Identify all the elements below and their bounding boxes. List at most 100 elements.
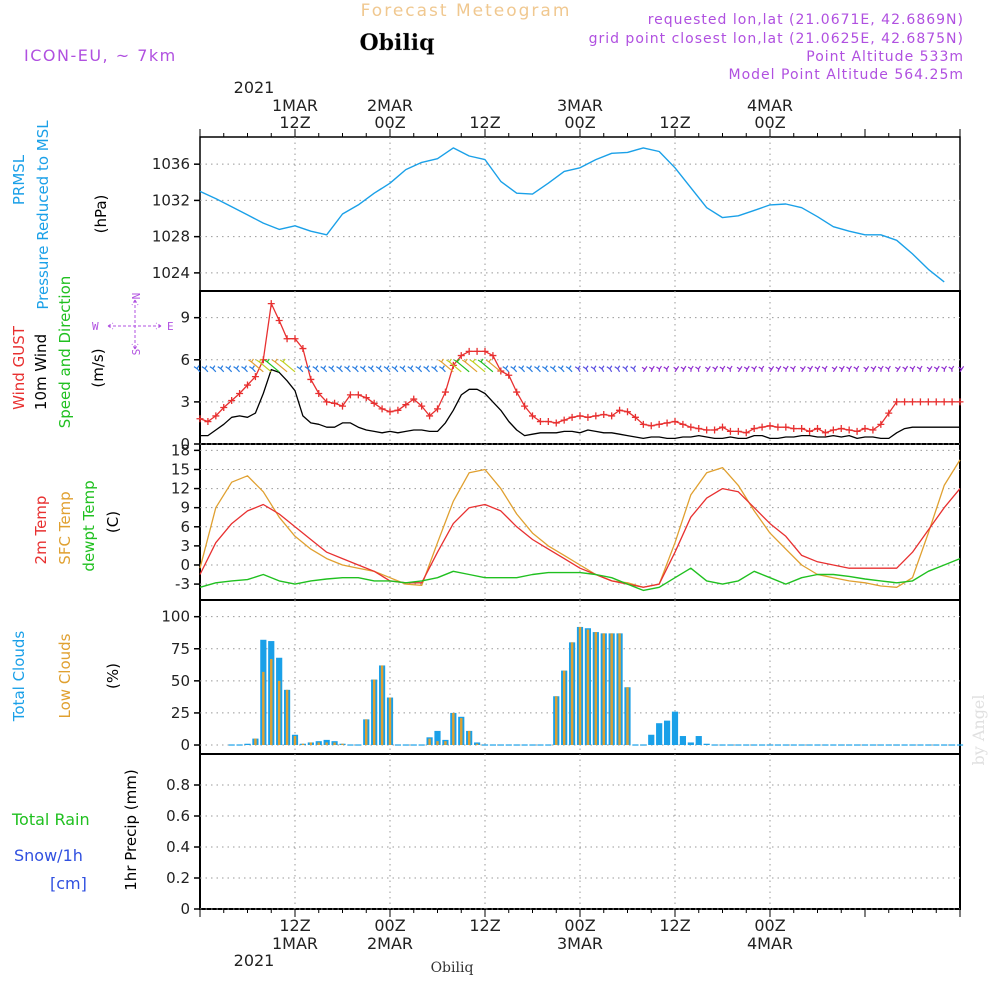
gust-marker	[552, 419, 560, 427]
wind-arrow-head	[391, 365, 398, 370]
total-cloud-bar	[537, 744, 544, 746]
wind-arrow-head	[209, 365, 216, 370]
top-hour-label: 00Z	[754, 113, 785, 132]
ytick-label: 25	[171, 704, 190, 722]
wind-direction-arrow	[521, 368, 526, 373]
bottom-day-label: 3MAR	[557, 934, 603, 953]
requested-coords: requested lon,lat (21.0671E, 42.6869N)	[648, 12, 964, 28]
wind-arrow-head	[726, 365, 733, 370]
low-cloud-bar	[388, 697, 392, 746]
gust-marker	[299, 345, 307, 353]
low-cloud-bar	[254, 738, 257, 746]
total-cloud-bar	[909, 744, 916, 746]
wind-speed-line	[200, 368, 960, 440]
gust-marker	[283, 335, 291, 343]
gust-marker	[861, 425, 869, 433]
total-cloud-bar	[956, 744, 964, 746]
ytick-label: 6	[180, 518, 190, 536]
low-cloud-bar	[626, 687, 629, 746]
p4-label-low: Low Clouds	[56, 633, 74, 718]
low-cloud-bar	[380, 665, 384, 746]
wind-direction-arrow	[568, 368, 573, 373]
gridpoint-coords: grid point closest lon,lat (21.0625E, 42…	[589, 31, 964, 47]
wind-arrow-head	[751, 365, 758, 370]
wind-arrow-head	[680, 365, 687, 370]
gust-marker	[441, 388, 449, 396]
ytick-label: 3	[180, 393, 190, 411]
gust-marker	[544, 418, 552, 426]
ytick-label: 100	[161, 608, 190, 626]
total-cloud-bar	[679, 736, 687, 746]
total-cloud-bar	[790, 744, 797, 746]
wind-direction-arrow	[299, 368, 304, 373]
wind-arrow-head	[383, 365, 390, 370]
wind-direction-arrow	[266, 361, 280, 373]
total-cloud-bar	[355, 744, 362, 746]
wind-arrow-head	[510, 365, 517, 370]
wind-direction-arrow	[529, 368, 533, 373]
low-cloud-bar	[570, 642, 574, 746]
gust-marker	[909, 398, 916, 406]
wind-arrow-head	[549, 365, 556, 370]
wind-direction-arrow	[236, 368, 241, 373]
p3-label-unit: (C)	[104, 511, 122, 533]
total-cloud-bar	[497, 744, 504, 746]
total-cloud-bar	[948, 744, 956, 746]
ytick-label: 0	[180, 435, 190, 453]
p2-label-gust: Wind GUST	[10, 325, 28, 410]
gust-marker	[457, 352, 465, 360]
pressure-line	[199, 147, 945, 283]
total-cloud-bar	[917, 744, 924, 746]
gust-marker	[251, 373, 259, 381]
wind-direction-arrow	[552, 368, 557, 373]
ytick-label: 0.4	[166, 838, 190, 856]
gust-marker	[212, 412, 220, 420]
gust-marker	[639, 420, 647, 428]
top-hour-label: 00Z	[374, 113, 405, 132]
p2-label-wind: 10m Wind	[32, 334, 50, 410]
wind-direction-arrow	[370, 368, 375, 373]
gust-marker	[473, 347, 481, 355]
dewpt-temp-line	[199, 557, 961, 592]
total-cloud-bar	[663, 720, 671, 746]
wind-direction-arrow	[464, 361, 478, 373]
wind-arrow-head	[557, 365, 564, 370]
low-cloud-bar	[293, 736, 297, 746]
wind-arrow-head	[758, 365, 765, 370]
gust-marker	[536, 418, 544, 426]
gust-marker	[386, 408, 394, 416]
low-cloud-bar	[285, 689, 289, 746]
low-cloud-bar	[341, 743, 344, 746]
wind-arrow-head	[352, 365, 358, 370]
wind-arrow-head	[933, 365, 940, 370]
gust-marker	[726, 427, 734, 435]
gust-marker	[663, 419, 671, 427]
wind-direction-arrow	[251, 368, 256, 373]
gust-marker	[711, 426, 719, 434]
total-cloud-bar	[758, 744, 766, 746]
gust-marker	[782, 423, 790, 431]
wind-arrow-head	[614, 365, 621, 370]
wind-arrow-head	[241, 365, 247, 370]
axis-ticks: 10241028103210360369-3036912151802550751…	[152, 96, 961, 953]
wind-arrow-head	[948, 365, 955, 370]
total-cloud-bar	[806, 744, 813, 746]
low-cloud-bar	[467, 730, 471, 746]
gust-marker	[370, 399, 378, 407]
total-cloud-bar	[481, 744, 489, 746]
gust-marker	[821, 429, 829, 437]
wind-arrow-head	[328, 365, 335, 370]
gust-marker	[521, 402, 529, 410]
ytick-label: 1024	[152, 264, 190, 282]
low-cloud-bar	[365, 719, 368, 746]
gust-marker	[362, 394, 370, 402]
top-hour-label: 00Z	[564, 113, 595, 132]
top-hour-label: 12Z	[279, 113, 310, 132]
ytick-label: 9	[180, 499, 190, 517]
wind-arrow-head	[877, 365, 884, 370]
wind-direction-arrow	[220, 368, 225, 373]
gust-marker	[220, 404, 228, 412]
gust-marker	[631, 413, 639, 421]
total-cloud-bar	[735, 744, 742, 746]
bottom-hour-label: 00Z	[754, 916, 785, 935]
